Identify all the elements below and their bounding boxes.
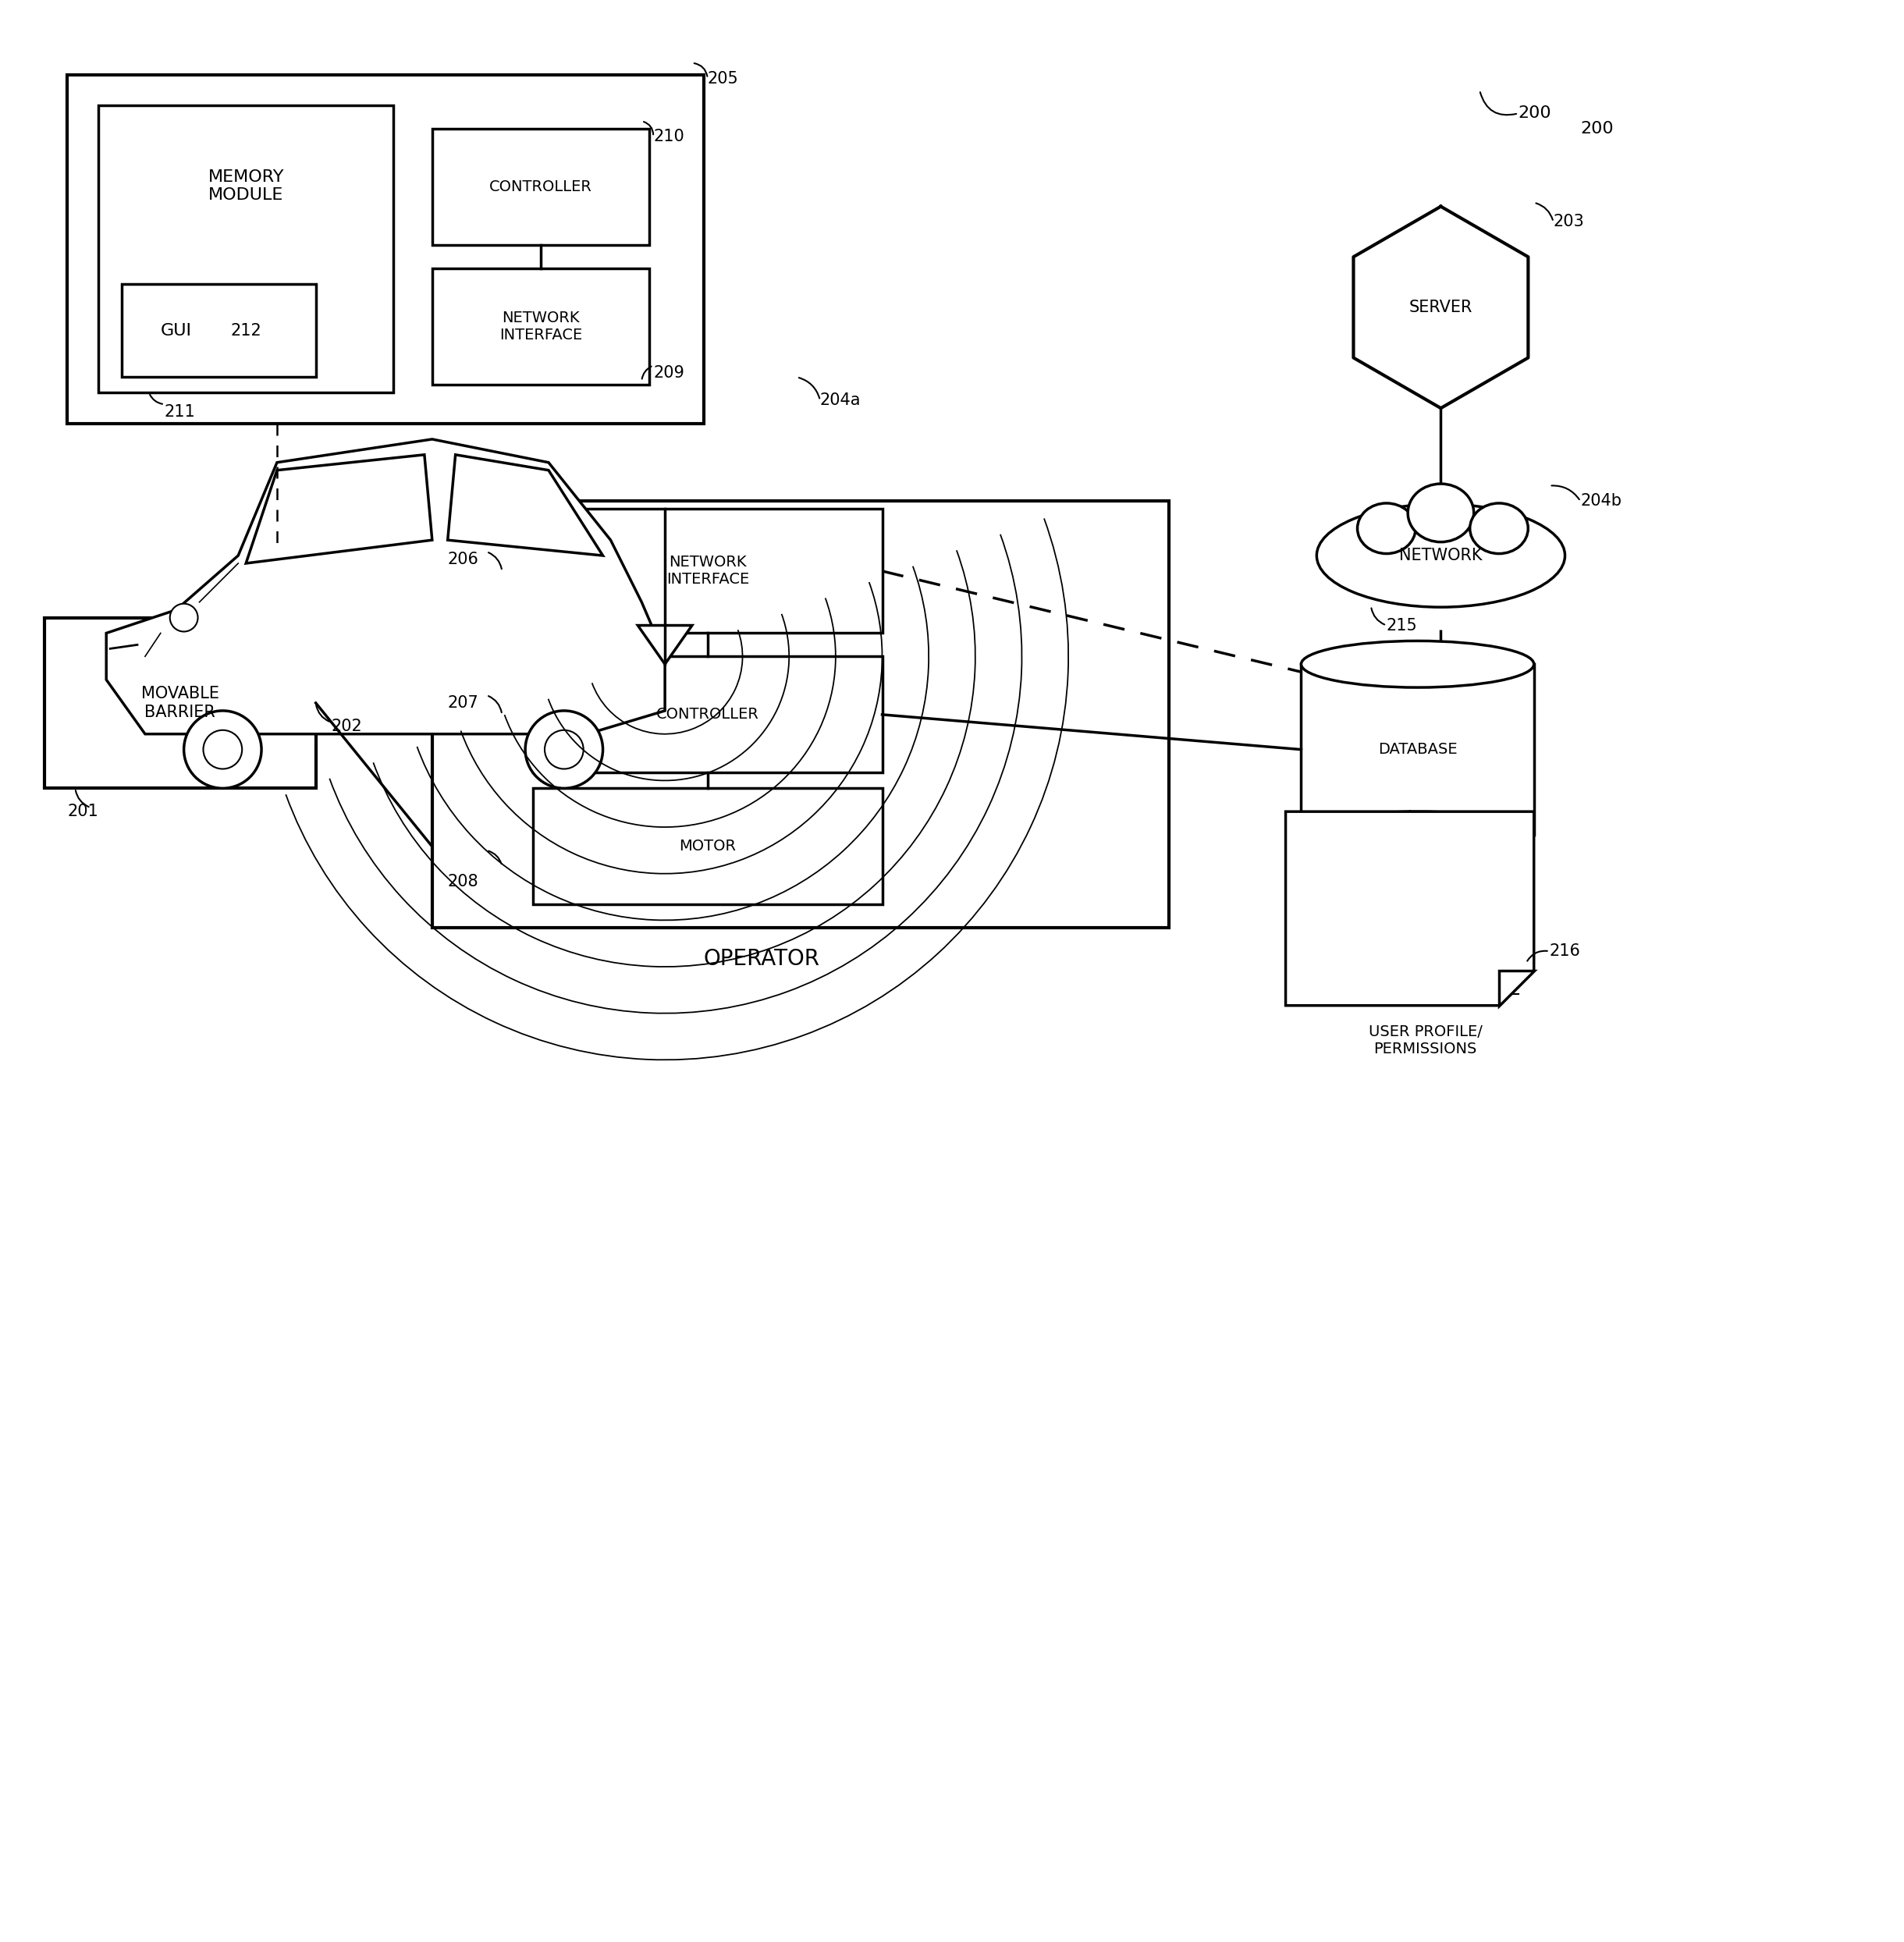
FancyBboxPatch shape xyxy=(533,656,882,773)
Text: MOVABLE
BARRIER: MOVABLE BARRIER xyxy=(141,686,219,720)
FancyBboxPatch shape xyxy=(432,501,1169,928)
Circle shape xyxy=(545,730,583,769)
Text: 208: 208 xyxy=(447,874,478,889)
Text: USER PROFILE/
PERMISSIONS: USER PROFILE/ PERMISSIONS xyxy=(1369,1025,1481,1056)
Text: CONTROLLER: CONTROLLER xyxy=(489,181,592,194)
Text: 202: 202 xyxy=(331,719,362,734)
FancyBboxPatch shape xyxy=(533,509,882,633)
FancyBboxPatch shape xyxy=(99,105,394,392)
FancyBboxPatch shape xyxy=(533,788,882,905)
Text: 203: 203 xyxy=(1554,214,1584,229)
Text: 211: 211 xyxy=(164,404,196,419)
Text: 210: 210 xyxy=(653,128,684,144)
Text: SERVER: SERVER xyxy=(1409,299,1472,315)
FancyBboxPatch shape xyxy=(432,128,649,245)
Text: 212: 212 xyxy=(230,322,261,338)
Text: 209: 209 xyxy=(653,365,684,381)
Ellipse shape xyxy=(1300,641,1535,687)
FancyBboxPatch shape xyxy=(67,74,704,423)
Circle shape xyxy=(169,604,198,631)
Circle shape xyxy=(1316,839,1350,872)
Text: NETWORK: NETWORK xyxy=(1399,548,1483,563)
Text: MEMORY
MODULE: MEMORY MODULE xyxy=(208,169,284,202)
Text: 200: 200 xyxy=(1580,120,1615,136)
Text: DATABASE: DATABASE xyxy=(1378,742,1457,757)
Text: 205: 205 xyxy=(708,70,739,85)
Ellipse shape xyxy=(1300,812,1535,858)
Text: 201: 201 xyxy=(67,804,99,820)
Ellipse shape xyxy=(1318,505,1565,608)
Text: 204a: 204a xyxy=(821,392,861,408)
Circle shape xyxy=(204,730,242,769)
Text: 216: 216 xyxy=(1550,944,1580,959)
Ellipse shape xyxy=(1470,503,1529,553)
Text: NETWORK
INTERFACE: NETWORK INTERFACE xyxy=(499,311,583,342)
Polygon shape xyxy=(1285,812,1535,1006)
Text: OPERATOR: OPERATOR xyxy=(704,948,821,969)
FancyBboxPatch shape xyxy=(44,618,316,788)
FancyBboxPatch shape xyxy=(1297,827,1367,928)
Circle shape xyxy=(526,711,604,788)
Text: NETWORK
INTERFACE: NETWORK INTERFACE xyxy=(666,555,748,586)
Text: CONTROLLER: CONTROLLER xyxy=(657,707,760,722)
FancyBboxPatch shape xyxy=(122,284,316,377)
Polygon shape xyxy=(638,625,691,664)
Text: 207: 207 xyxy=(447,695,478,711)
Text: 206: 206 xyxy=(447,552,478,567)
Polygon shape xyxy=(1498,971,1535,1006)
Text: GUI: GUI xyxy=(160,322,192,338)
Ellipse shape xyxy=(1407,484,1474,542)
Text: MOTOR: MOTOR xyxy=(680,839,737,854)
FancyBboxPatch shape xyxy=(432,268,649,385)
Text: 204b: 204b xyxy=(1580,493,1622,509)
PathPatch shape xyxy=(107,439,664,734)
Text: 215: 215 xyxy=(1386,618,1417,633)
Ellipse shape xyxy=(1358,503,1415,553)
Circle shape xyxy=(185,711,261,788)
PathPatch shape xyxy=(447,454,604,555)
PathPatch shape xyxy=(246,454,432,563)
Text: 200: 200 xyxy=(1517,105,1552,120)
